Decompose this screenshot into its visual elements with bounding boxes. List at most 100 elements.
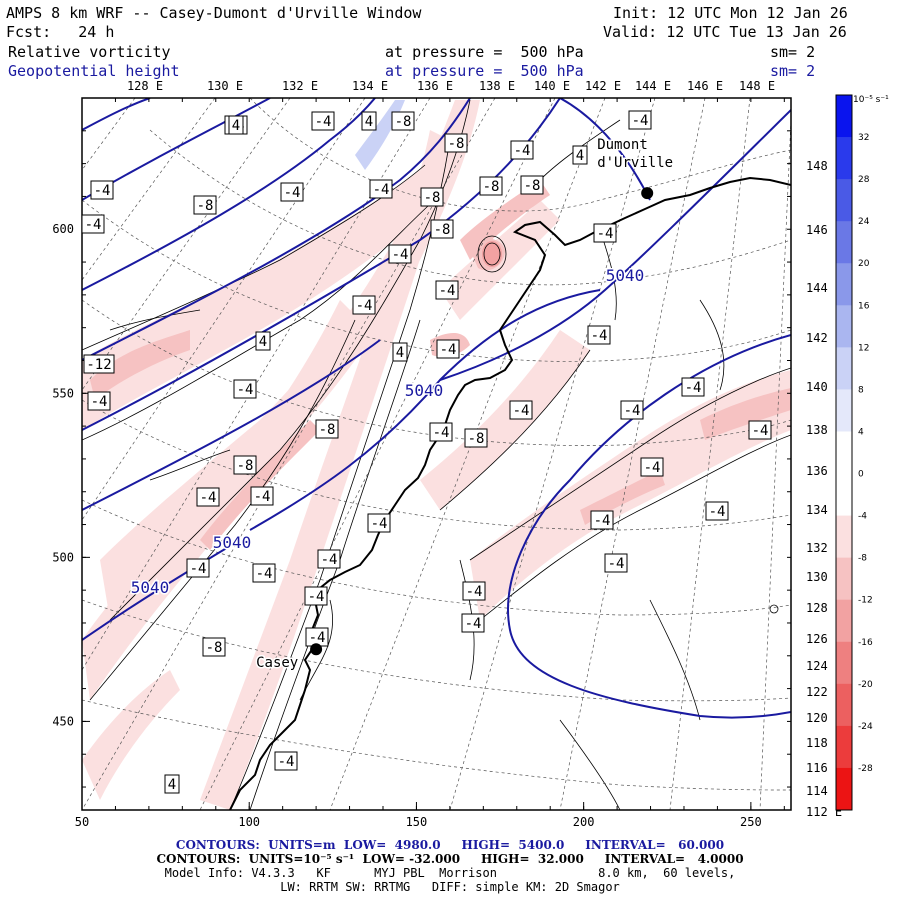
vorticity-label: -4 — [604, 553, 628, 573]
svg-text:-4: -4 — [632, 113, 649, 129]
svg-text:4: 4 — [259, 334, 267, 350]
colorbar-frame — [835, 94, 853, 811]
colorbar-tick-label: 8 — [858, 385, 864, 395]
colorbar-swatch — [836, 599, 852, 643]
colorbar-swatch — [836, 389, 852, 432]
svg-text:-4: -4 — [644, 460, 661, 476]
x-axis-label: 150 — [406, 815, 428, 829]
colorbar-tick-label: -8 — [858, 554, 867, 564]
vorticity-label: -4 — [461, 613, 485, 633]
colorbar-tick-label: 12 — [858, 343, 869, 353]
vorticity-label: -4 — [352, 295, 376, 315]
svg-text:-4: -4 — [190, 561, 207, 577]
colorbar-tick-label: -24 — [858, 722, 873, 732]
field1-pressure: at pressure = 500 hPa — [385, 43, 584, 61]
colorbar-tick-label: -12 — [858, 596, 873, 606]
vorticity-shading-strong — [482, 241, 502, 267]
x-axis-labels: 50 100 150 200 250 — [75, 815, 762, 829]
x-axis-label: 200 — [573, 815, 595, 829]
svg-text:-4: -4 — [200, 490, 217, 506]
vorticity-label: -4 — [388, 244, 412, 264]
colorbar-swatch — [836, 95, 852, 138]
x-axis-label: 250 — [740, 815, 762, 829]
svg-text:-4: -4 — [256, 566, 273, 582]
lon-top-label: 140 E — [534, 79, 570, 93]
svg-text:-4: -4 — [371, 516, 388, 532]
vorticity-label: -4 — [510, 140, 534, 160]
vorticity-label: -4 — [252, 563, 276, 583]
svg-text:-8: -8 — [237, 458, 254, 474]
field2-pressure: at pressure = 500 hPa — [385, 62, 584, 80]
vorticity-label: -8 — [233, 455, 257, 475]
colorbar-swatch — [836, 137, 852, 180]
footer-model-info: Model Info: V4.3.3 KF MYJ PBL Morrison 8… — [164, 866, 736, 880]
vorticity-label: -4 — [640, 457, 664, 477]
vorticity-label: -4 — [311, 111, 335, 131]
lon-top-label: 136 E — [417, 79, 453, 93]
vorticity-label: -4 — [90, 180, 114, 200]
colorbar-unit-label: 10⁻⁵ s⁻¹ — [853, 95, 889, 105]
lon-top-label: 144 E — [635, 79, 671, 93]
svg-text:-4: -4 — [392, 247, 409, 263]
colorbar-swatch — [836, 179, 852, 222]
svg-text:-8: -8 — [434, 222, 451, 238]
vorticity-label: -8 — [193, 195, 217, 215]
vorticity-label: -4 — [233, 379, 257, 399]
colorbar-swatch — [836, 515, 852, 559]
svg-text:-4: -4 — [433, 425, 450, 441]
plot-frame — [81, 97, 792, 811]
svg-text:-4: -4 — [278, 754, 295, 770]
svg-text:-4: -4 — [254, 489, 271, 505]
colorbar-tick-label: -20 — [858, 680, 873, 690]
svg-text:-8: -8 — [483, 179, 500, 195]
svg-text:-4: -4 — [597, 226, 614, 242]
svg-text:-4: -4 — [685, 380, 702, 396]
lon-right-label: 122 E — [806, 685, 842, 699]
colorbar-swatch — [836, 473, 852, 517]
svg-text:-4: -4 — [85, 217, 102, 233]
colorbar-tick-label: 20 — [858, 259, 870, 269]
vorticity-label: -4 — [317, 549, 341, 569]
lon-top-label: 146 E — [687, 79, 723, 93]
lon-right-label: 138 E — [806, 423, 842, 437]
vorticity-label: -8 — [430, 219, 454, 239]
vorticity-label: -4 — [305, 627, 329, 647]
vorticity-label: -4 — [186, 558, 210, 578]
svg-text:-4: -4 — [466, 584, 483, 600]
valid-time: Valid: 12 UTC Tue 13 Jan 26 — [603, 23, 847, 41]
svg-text:-4: -4 — [284, 185, 301, 201]
map-plot-area — [82, 98, 791, 810]
svg-text:-4: -4 — [591, 328, 608, 344]
y-axis-label: 550 — [52, 386, 74, 400]
vorticity-label: 4 — [361, 111, 377, 131]
colorbar-tick-label: 4 — [858, 427, 864, 437]
geopotential-height-contours — [82, 98, 791, 719]
svg-text:-4: -4 — [356, 298, 373, 314]
svg-text:-4: -4 — [440, 342, 457, 358]
vorticity-label: -8 — [391, 111, 415, 131]
lon-right-label: 114 E — [806, 784, 842, 798]
colorbar-swatch — [836, 683, 852, 727]
vorticity-label: 4 — [255, 331, 271, 351]
vorticity-label: 4 — [228, 115, 244, 135]
svg-text:4: 4 — [168, 777, 176, 793]
vorticity-label: -4 — [429, 422, 453, 442]
colorbar-swatch — [836, 263, 852, 306]
footer-height-contours: CONTOURS: UNITS=m LOW= 4980.0 HIGH= 5400… — [175, 838, 725, 852]
vorticity-label: -4 — [196, 487, 220, 507]
svg-text:4: 4 — [365, 114, 373, 130]
svg-text:4: 4 — [576, 148, 584, 164]
svg-text:-8: -8 — [206, 640, 223, 656]
height-label: 5040 — [405, 381, 444, 400]
svg-text:-8: -8 — [424, 190, 441, 206]
colorbar-swatch — [836, 221, 852, 264]
svg-text:-4: -4 — [91, 394, 108, 410]
lon-right-label: 136 E — [806, 464, 842, 478]
vorticity-label: -8 — [315, 419, 339, 439]
vorticity-label: -4 — [462, 581, 486, 601]
vorticity-label: -12 — [83, 354, 115, 374]
colorbar-tick-label: 28 — [858, 175, 870, 185]
vorticity-label: -4 — [250, 486, 274, 506]
svg-text:-8: -8 — [197, 198, 214, 214]
svg-text:-4: -4 — [594, 513, 611, 529]
